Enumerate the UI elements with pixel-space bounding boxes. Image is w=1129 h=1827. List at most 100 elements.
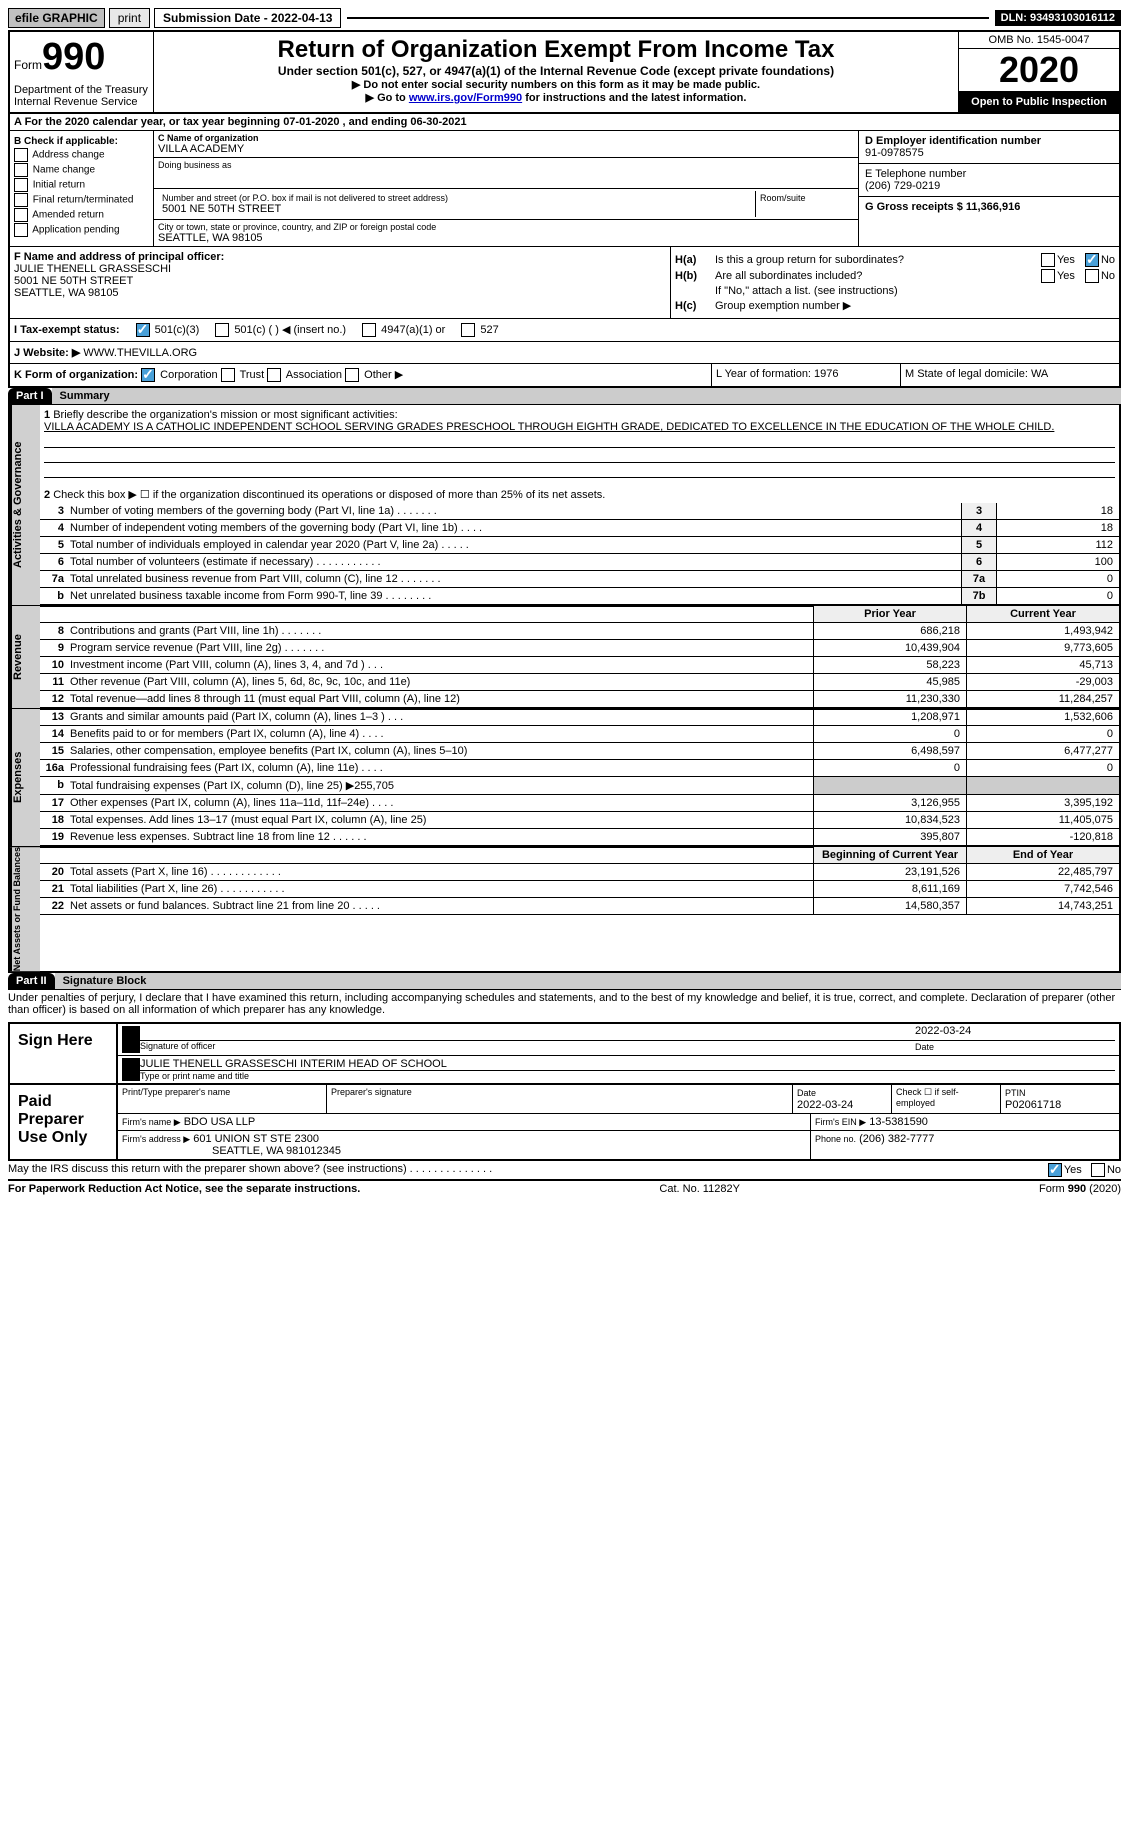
cb-amended-return[interactable]: [14, 208, 28, 222]
hdr-prior-year: Prior Year: [813, 606, 967, 622]
lbl-ha: H(a): [675, 254, 715, 266]
cb-final-return[interactable]: [14, 193, 28, 207]
submission-date: Submission Date - 2022-04-13: [154, 8, 341, 28]
val-firm-addr2: SEATTLE, WA 981012345: [212, 1145, 341, 1157]
lbl-firm-addr: Firm's address ▶: [122, 1134, 190, 1144]
lbl-527: 527: [480, 324, 498, 336]
open-public-badge: Open to Public Inspection: [959, 92, 1119, 112]
lbl-501c: 501(c) ( ) ◀ (insert no.): [234, 324, 346, 336]
lbl-application-pending: Application pending: [32, 225, 119, 236]
cb-name-change[interactable]: [14, 163, 28, 177]
footer-pra: For Paperwork Reduction Act Notice, see …: [8, 1183, 360, 1195]
val-officer-addr: 5001 NE 50TH STREET: [14, 275, 666, 287]
lbl-no2: No: [1101, 270, 1115, 282]
cb-hb-yes[interactable]: [1041, 269, 1055, 283]
line-4: 4 Number of independent voting members o…: [40, 520, 1119, 537]
lbl-trust: Trust: [240, 369, 265, 381]
lbl-other: Other ▶: [364, 369, 403, 381]
l2-text: Check this box ▶ ☐ if the organization d…: [53, 489, 605, 501]
lbl-sig-officer: Signature of officer: [140, 1041, 915, 1053]
cb-other[interactable]: [345, 368, 359, 382]
form-number: 990: [42, 36, 105, 78]
lbl-4947: 4947(a)(1) or: [381, 324, 445, 336]
line-13: 13 Grants and similar amounts paid (Part…: [40, 709, 1119, 726]
cb-ha-no[interactable]: [1085, 253, 1099, 267]
cb-initial-return[interactable]: [14, 178, 28, 192]
lbl-ptin: PTIN: [1005, 1088, 1026, 1098]
line-19: 19 Revenue less expenses. Subtract line …: [40, 829, 1119, 846]
val-street: 5001 NE 50TH STREET: [162, 203, 751, 215]
cb-hb-no[interactable]: [1085, 269, 1099, 283]
lbl-prep-sig: Preparer's signature: [327, 1085, 793, 1113]
tax-year: 2020: [959, 49, 1119, 92]
lbl-officer: F Name and address of principal officer:: [14, 251, 666, 263]
print-button[interactable]: print: [109, 8, 150, 28]
cb-discuss-yes[interactable]: [1048, 1163, 1062, 1177]
lbl-yes: Yes: [1057, 254, 1075, 266]
line-6: 6 Total number of volunteers (estimate i…: [40, 554, 1119, 571]
cb-application-pending[interactable]: [14, 223, 28, 237]
cb-trust[interactable]: [221, 368, 235, 382]
divider: [347, 17, 988, 19]
line-18: 18 Total expenses. Add lines 13–17 (must…: [40, 812, 1119, 829]
line-9: 9 Program service revenue (Part VIII, li…: [40, 640, 1119, 657]
goto-pre: ▶ Go to: [366, 92, 409, 104]
hdr-boy: Beginning of Current Year: [813, 847, 967, 863]
lbl-hc: H(c): [675, 300, 715, 312]
section-revenue: Revenue Prior Year Current Year 8 Contri…: [8, 606, 1121, 710]
dept-irs: Internal Revenue Service: [14, 96, 149, 108]
form-subtitle: Under section 501(c), 527, or 4947(a)(1)…: [158, 64, 954, 78]
lbl-phone: E Telephone number: [865, 168, 1113, 180]
lbl-address-change: Address change: [32, 150, 104, 161]
lbl-assoc: Association: [286, 369, 342, 381]
dln-label: DLN: 93493103016112: [995, 10, 1121, 26]
sign-here-block: Sign Here Signature of officer 2022-03-2…: [8, 1022, 1121, 1085]
ssn-warning: ▶ Do not enter social security numbers o…: [158, 78, 954, 91]
line-12: 12 Total revenue—add lines 8 through 11 …: [40, 691, 1119, 708]
part1-title: Summary: [52, 388, 1121, 404]
line-17: 17 Other expenses (Part IX, column (A), …: [40, 795, 1119, 812]
lbl-firm-name: Firm's name ▶: [122, 1117, 181, 1127]
lbl-ein: D Employer identification number: [865, 135, 1113, 147]
line-15: 15 Salaries, other compensation, employe…: [40, 743, 1119, 760]
row-j: J Website: ▶ WWW.THEVILLA.ORG: [8, 342, 1121, 364]
cb-501c[interactable]: [215, 323, 229, 337]
cb-corp[interactable]: [141, 368, 155, 382]
row-a-tax-year: A For the 2020 calendar year, or tax yea…: [8, 114, 1121, 131]
cb-4947[interactable]: [362, 323, 376, 337]
side-net-assets: Net Assets or Fund Balances: [10, 847, 40, 971]
val-firm-addr1: 601 UNION ST STE 2300: [193, 1133, 319, 1145]
section-fh: F Name and address of principal officer:…: [8, 246, 1121, 318]
val-firm-ein: 13-5381590: [869, 1116, 928, 1128]
form-header: Form990 Department of the Treasury Inter…: [8, 30, 1121, 114]
cb-527[interactable]: [461, 323, 475, 337]
cb-address-change[interactable]: [14, 148, 28, 162]
form-title: Return of Organization Exempt From Incom…: [158, 36, 954, 64]
cb-501c3[interactable]: [136, 323, 150, 337]
txt-attach: If "No," attach a list. (see instruction…: [715, 285, 1115, 297]
lbl-corp: Corporation: [160, 369, 217, 381]
cb-assoc[interactable]: [267, 368, 281, 382]
footer-cat: Cat. No. 11282Y: [659, 1183, 740, 1195]
line-10: 10 Investment income (Part VIII, column …: [40, 657, 1119, 674]
l1-mission: VILLA ACADEMY IS A CATHOLIC INDEPENDENT …: [44, 421, 1054, 433]
lbl-discuss-no: No: [1107, 1164, 1121, 1176]
line-14: 14 Benefits paid to or for members (Part…: [40, 726, 1119, 743]
val-prep-date: 2022-03-24: [797, 1099, 853, 1111]
arrow-icon: [122, 1026, 140, 1053]
lbl-prep-date: Date: [797, 1088, 816, 1098]
side-revenue: Revenue: [10, 606, 40, 708]
lbl-name-change: Name change: [33, 165, 95, 176]
line-3: 3 Number of voting members of the govern…: [40, 503, 1119, 520]
part2-header: Part II Signature Block: [8, 973, 1121, 990]
val-year-formation: L Year of formation: 1976: [712, 364, 901, 386]
lbl-street: Number and street (or P.O. box if mail i…: [162, 193, 751, 203]
efile-button[interactable]: efile GRAPHIC: [8, 8, 105, 28]
cb-discuss-no[interactable]: [1091, 1163, 1105, 1177]
goto-link[interactable]: www.irs.gov/Form990: [409, 92, 522, 104]
txt-hb: Are all subordinates included?: [715, 270, 1041, 282]
lbl-501c3: 501(c)(3): [155, 324, 200, 336]
lbl-tax-status: I Tax-exempt status:: [14, 324, 120, 336]
part1-label: Part I: [8, 388, 52, 404]
cb-ha-yes[interactable]: [1041, 253, 1055, 267]
